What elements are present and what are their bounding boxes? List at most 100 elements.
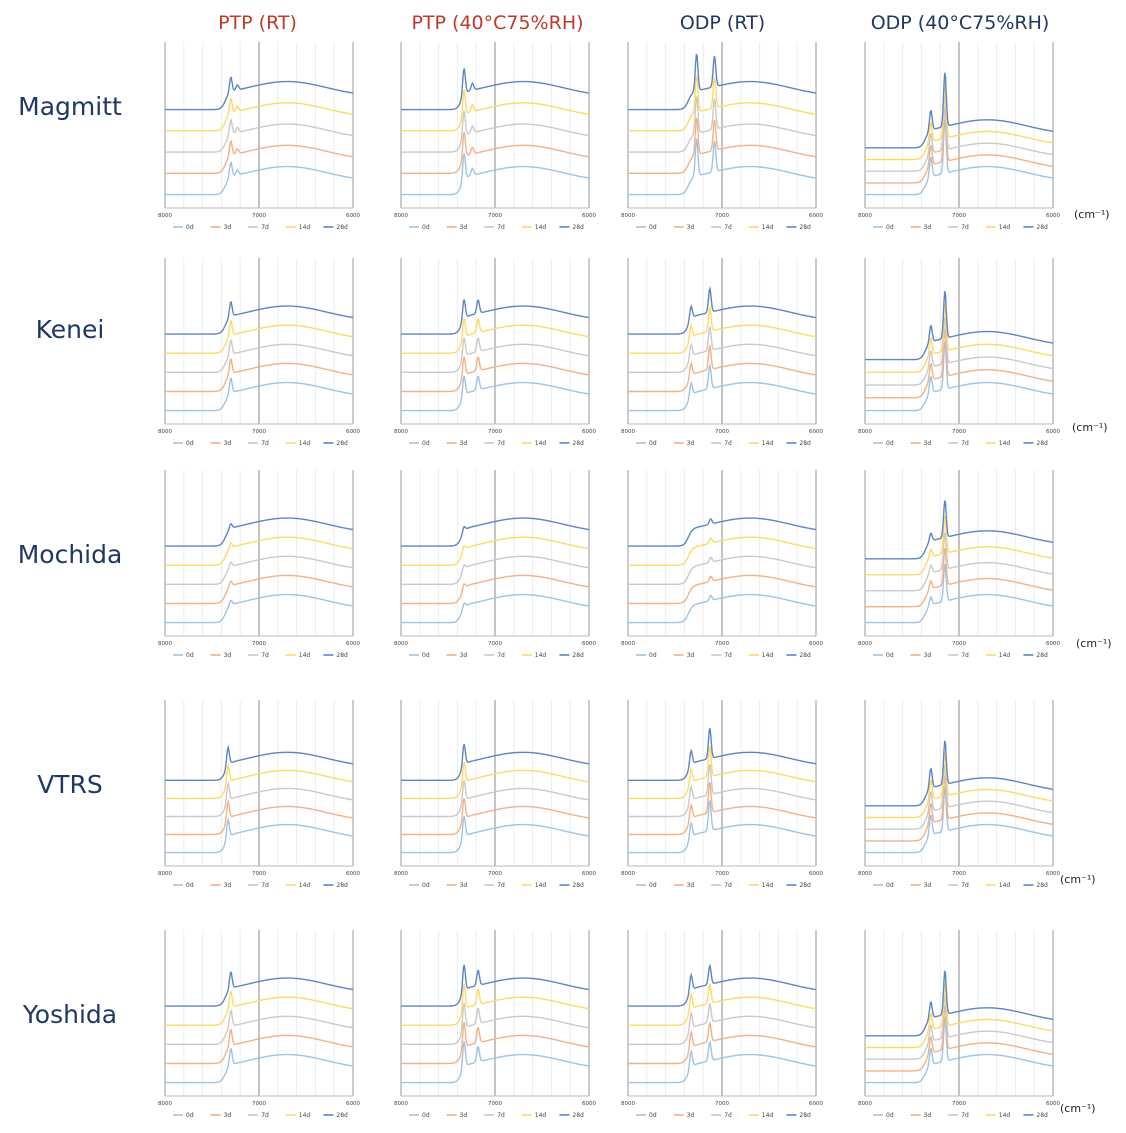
panel-mochida-1: 8000 7000 6000 0d 3d 7d 14d 28d: [158, 470, 360, 659]
tick-label: 8000: [621, 1101, 635, 1107]
series-line-14d: [165, 990, 354, 1026]
tick-label: 8000: [858, 213, 872, 219]
series-line-3d: [165, 574, 354, 605]
series-line-28d: [165, 744, 354, 781]
panel-kenei-1: 8000 7000 6000 0d 3d 7d 14d 28d: [158, 258, 360, 447]
panel-yoshida-3: 8000 7000 6000 0d 3d 7d 14d 28d: [621, 930, 823, 1119]
series-line-0d: [401, 153, 590, 196]
legend-label-7d: 7d: [497, 652, 505, 659]
legend-label-7d: 7d: [497, 882, 505, 889]
legend-label-14d: 14d: [299, 652, 311, 659]
legend-label-14d: 14d: [299, 882, 311, 889]
series-line-0d: [865, 564, 1054, 624]
legend-label-0d: 0d: [886, 440, 894, 447]
legend-label-28d: 28d: [572, 652, 584, 659]
series-line-28d: [865, 291, 1054, 361]
series-line-0d: [628, 138, 817, 196]
legend-label-3d: 3d: [687, 440, 695, 447]
legend-label-3d: 3d: [460, 224, 468, 231]
legend-label-3d: 3d: [924, 1112, 932, 1119]
legend-label-28d: 28d: [336, 440, 348, 447]
legend-label-7d: 7d: [261, 882, 269, 889]
tick-label: 7000: [252, 641, 266, 647]
row-label-mochida: Mochida: [17, 540, 123, 569]
tick-label: 7000: [952, 641, 966, 647]
tick-label: 8000: [394, 1101, 408, 1107]
series-line-0d: [628, 1039, 817, 1084]
legend-label-28d: 28d: [336, 1112, 348, 1119]
tick-label: 6000: [346, 429, 360, 435]
series-line-3d: [401, 798, 590, 836]
tick-label: 6000: [582, 641, 596, 647]
legend-label-14d: 14d: [999, 882, 1011, 889]
series-line-14d: [401, 89, 590, 132]
tick-label: 6000: [346, 1101, 360, 1107]
series-line-3d: [165, 1028, 354, 1065]
series-line-3d: [628, 1020, 817, 1065]
series-line-28d: [628, 727, 817, 781]
tick-label: 8000: [158, 641, 172, 647]
series-line-28d: [165, 517, 354, 547]
series-line-14d: [165, 762, 354, 800]
legend-label-7d: 7d: [961, 440, 969, 447]
legend-label-7d: 7d: [961, 652, 969, 659]
series-line-7d: [865, 764, 1054, 830]
legend-label-3d: 3d: [924, 440, 932, 447]
series-line-0d: [628, 362, 817, 412]
panel-yoshida-4: 8000 7000 6000 0d 3d 7d 14d 28d: [858, 930, 1060, 1119]
legend-label-14d: 14d: [535, 882, 547, 889]
legend-label-3d: 3d: [460, 882, 468, 889]
legend-label-3d: 3d: [687, 224, 695, 231]
legend-label-0d: 0d: [422, 1112, 430, 1119]
series-line-28d: [865, 740, 1054, 807]
legend-label-7d: 7d: [261, 1112, 269, 1119]
tick-label: 7000: [715, 213, 729, 219]
series-line-7d: [865, 532, 1054, 592]
series-line-14d: [865, 303, 1054, 373]
unit-label-row-2: (cm⁻¹): [1072, 421, 1108, 434]
series-line-14d: [401, 761, 590, 800]
panel-kenei-4: 8000 7000 6000 0d 3d 7d 14d 28d: [858, 258, 1060, 447]
tick-label: 8000: [158, 429, 172, 435]
series-line-7d: [628, 96, 817, 153]
tick-label: 8000: [394, 871, 408, 877]
legend-label-0d: 0d: [649, 652, 657, 659]
series-line-7d: [628, 555, 817, 585]
tick-label: 7000: [952, 1101, 966, 1107]
series-line-3d: [165, 140, 354, 174]
row-label-magmitt: Magmitt: [18, 92, 122, 121]
legend-label-0d: 0d: [422, 882, 430, 889]
legend-label-14d: 14d: [762, 652, 774, 659]
legend-label-14d: 14d: [999, 440, 1011, 447]
legend-label-28d: 28d: [572, 882, 584, 889]
tick-label: 7000: [952, 871, 966, 877]
legend-label-3d: 3d: [687, 652, 695, 659]
legend-label-7d: 7d: [497, 440, 505, 447]
legend-label-7d: 7d: [724, 440, 732, 447]
series-line-28d: [401, 964, 590, 1007]
panel-magmitt-1: 8000 7000 6000 0d 3d 7d 14d 28d: [158, 42, 360, 231]
panel-magmitt-2: 8000 7000 6000 0d 3d 7d 14d 28d: [394, 42, 596, 231]
series-line-14d: [401, 318, 590, 354]
legend-label-3d: 3d: [224, 224, 232, 231]
series-line-0d: [165, 1047, 354, 1084]
series-line-0d: [401, 1041, 590, 1084]
unit-label-row-4: (cm⁻¹): [1060, 873, 1096, 886]
legend-label-28d: 28d: [572, 224, 584, 231]
series-line-7d: [401, 337, 590, 373]
legend-label-14d: 14d: [299, 440, 311, 447]
series-line-14d: [401, 983, 590, 1026]
series-line-3d: [865, 1005, 1054, 1072]
tick-label: 8000: [858, 429, 872, 435]
series-line-7d: [865, 95, 1054, 172]
tick-label: 8000: [158, 871, 172, 877]
series-line-28d: [401, 68, 590, 111]
panel-vtrs-1: 8000 7000 6000 0d 3d 7d 14d 28d: [158, 700, 360, 889]
tick-label: 6000: [582, 213, 596, 219]
legend-label-7d: 7d: [497, 224, 505, 231]
series-line-14d: [165, 536, 354, 566]
legend-label-14d: 14d: [535, 440, 547, 447]
series-line-7d: [628, 764, 817, 818]
tick-label: 8000: [858, 871, 872, 877]
tick-label: 7000: [488, 871, 502, 877]
